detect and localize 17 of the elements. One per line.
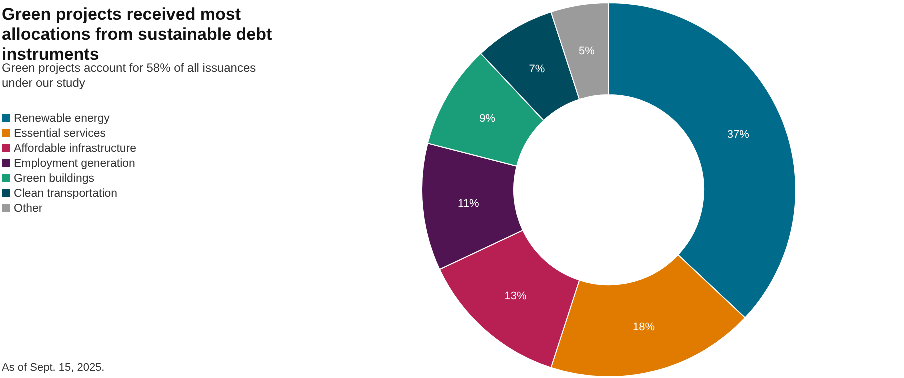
data-label: 18% <box>633 321 656 334</box>
legend-label: Renewable energy <box>14 113 110 126</box>
data-label: 5% <box>578 46 596 58</box>
data-label: 11% <box>458 198 480 210</box>
legend-label: Green buildings <box>14 173 95 186</box>
text: Green projects account for 58% of all issuances under our study <box>2 61 256 90</box>
legend-label: Affordable infrastructure <box>14 143 137 156</box>
text: As of Sept. 15, 2025. <box>2 362 105 374</box>
legend-label: Essential services <box>14 128 106 140</box>
data-label: 13% <box>504 290 527 303</box>
text: Green projects received most allocations from sustainable debt instruments <box>2 5 273 64</box>
legend-label: Clean transportation <box>14 188 118 200</box>
data-label: 7% <box>529 63 546 76</box>
data-label: 9% <box>480 113 496 126</box>
data-label: 37% <box>727 128 750 141</box>
legend-label: Employment generation <box>14 158 136 170</box>
legend-label: Other <box>14 203 43 216</box>
